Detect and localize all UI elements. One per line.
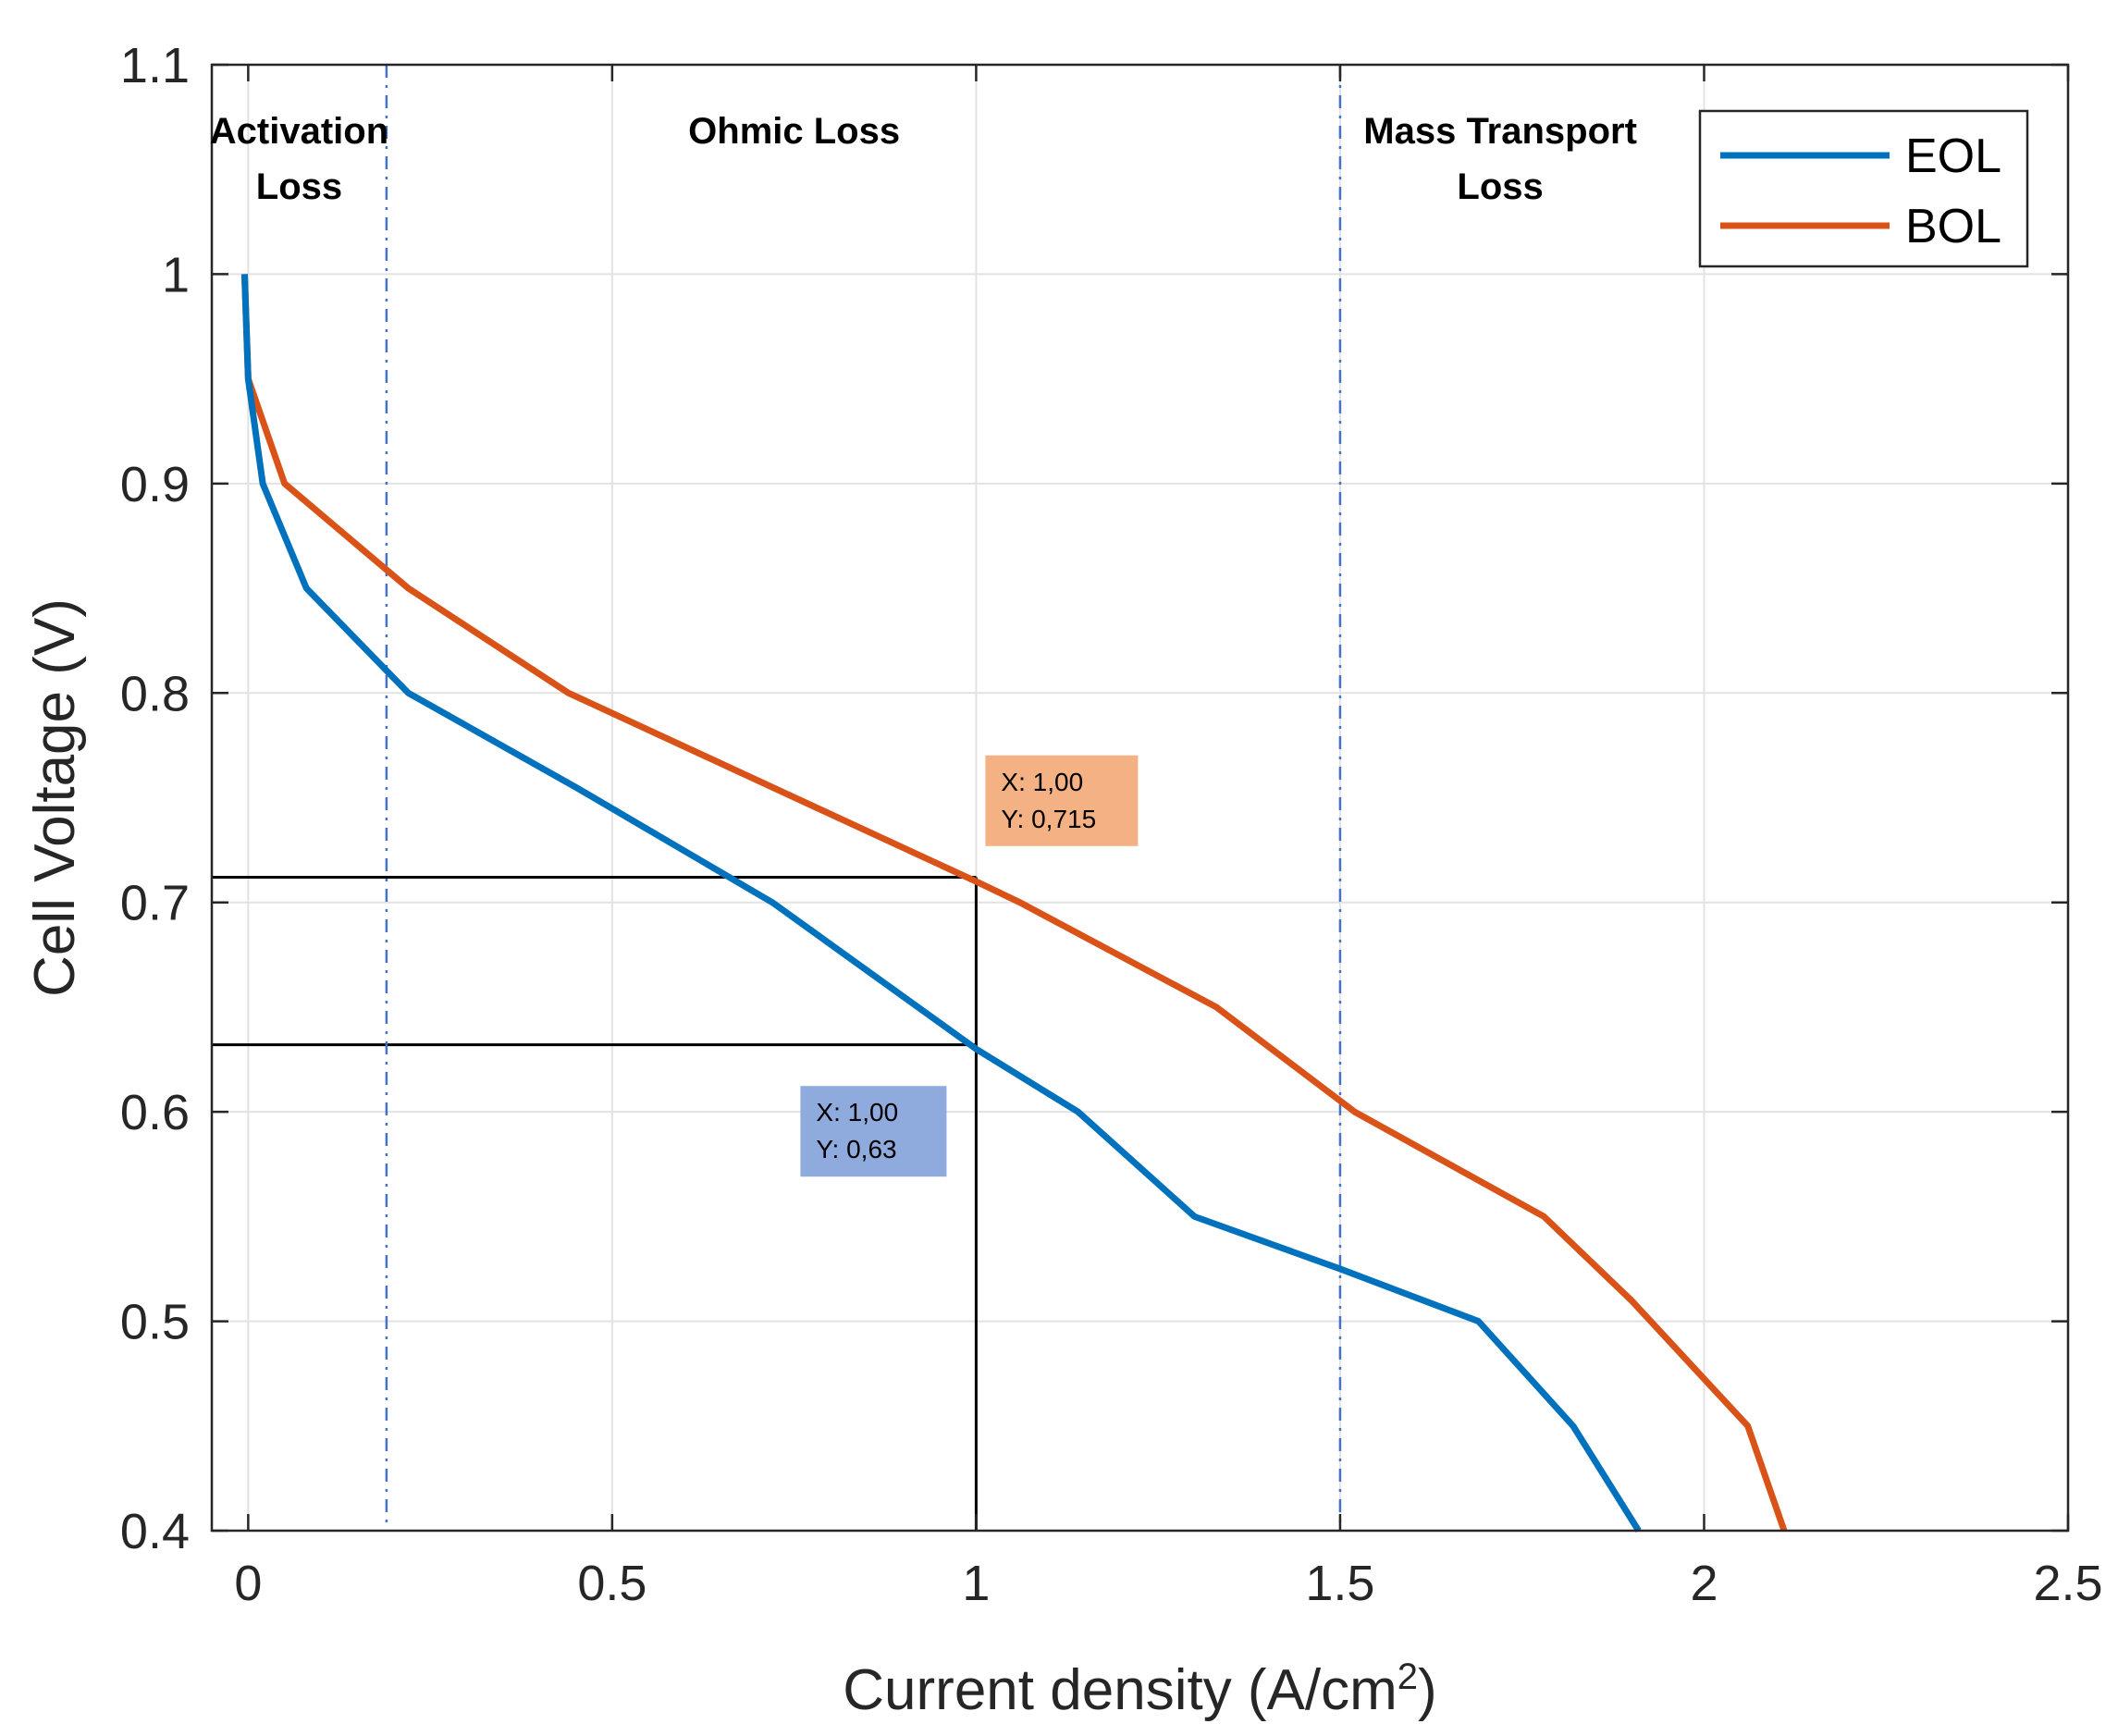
y-tick-label: 0.8 xyxy=(120,666,190,721)
y-tick-label: 1 xyxy=(162,247,190,302)
tick-marks xyxy=(212,63,2070,1533)
data-callout-text: X: 1,00 xyxy=(816,1098,898,1127)
region-label: Loss xyxy=(1457,166,1543,207)
x-tick-label: 2 xyxy=(1690,1556,1718,1611)
data-callout-text: Y: 0,63 xyxy=(816,1135,896,1163)
y-tick-label: 0.6 xyxy=(120,1085,190,1140)
x-tick-label: 1 xyxy=(962,1556,990,1611)
y-tick-label: 0.7 xyxy=(120,876,190,931)
reference-lines xyxy=(212,876,978,1531)
y-tick-label: 0.5 xyxy=(120,1295,190,1350)
legend-label-bol: BOL xyxy=(1905,200,2001,253)
plot-frame xyxy=(210,63,2070,1533)
y-tick-label: 1.1 xyxy=(120,38,190,93)
data-callouts: X: 1,00 Y: 0,715 X: 1,00 Y: 0,63 xyxy=(800,755,1139,1177)
region-dividers xyxy=(385,65,1342,1531)
legend-label-eol: EOL xyxy=(1905,129,2001,183)
grid xyxy=(212,64,2069,1532)
region-label: Activation xyxy=(210,111,388,152)
tick-labels: 0 0.5 1 1.5 2 2.5 0.4 0.5 0.6 0.7 0.8 0.9 1 1.1 xyxy=(120,38,2103,1611)
data-callout-text: Y: 0,715 xyxy=(1001,805,1096,833)
x-tick-label: 0 xyxy=(234,1556,262,1611)
y-tick-label: 0.4 xyxy=(120,1504,190,1559)
x-tick-label: 2.5 xyxy=(2033,1556,2102,1611)
series-lines xyxy=(240,274,1788,1533)
data-callout-text: X: 1,00 xyxy=(1001,768,1083,796)
data-callout-box xyxy=(800,1086,947,1177)
data-callout-box xyxy=(985,755,1139,846)
series-line-eol xyxy=(240,274,1642,1533)
x-tick-label: 0.5 xyxy=(577,1556,646,1611)
legend-box xyxy=(1698,109,2029,268)
region-labels: Activation Loss Ohmic Loss Mass Transport Lo… xyxy=(210,111,1637,207)
region-label: Mass Transport xyxy=(1363,111,1637,152)
legend: EOL BOL xyxy=(1698,109,2029,268)
y-axis-title: Cell Voltage (V) xyxy=(23,598,87,997)
region-label: Loss xyxy=(256,166,342,207)
y-tick-label: 0.9 xyxy=(120,457,190,512)
series-line-bol xyxy=(240,274,1788,1533)
region-label: Ohmic Loss xyxy=(688,111,900,152)
x-tick-label: 1.5 xyxy=(1305,1556,1374,1611)
x-axis-title: Current density (A/cm2) xyxy=(843,1656,1436,1722)
